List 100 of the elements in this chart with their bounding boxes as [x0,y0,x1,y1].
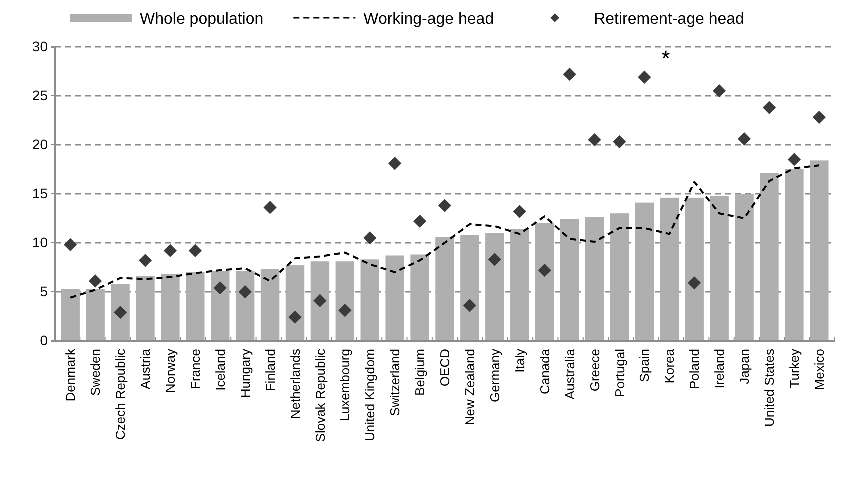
point [788,153,802,166]
x-tick-label: Canada [537,348,552,395]
y-tick-label: 15 [32,185,48,202]
bar [510,229,530,341]
bar [585,218,604,341]
x-tick-label: Slovak Republic [312,348,328,442]
legend-label: Working-age head [364,11,494,28]
x-tick-label: Australia [562,348,578,400]
x-tick-label: Turkey [786,348,802,388]
point [64,238,78,252]
point [238,285,252,299]
bar [336,262,355,341]
x-tick-label: Ireland [712,349,728,389]
point [413,214,427,228]
x-tick-label: United States [762,348,778,428]
bar [286,266,305,341]
bar [161,274,180,341]
point [188,244,202,258]
x-tick-label: Norway [162,348,178,394]
point [463,299,477,312]
legend-label: Whole population [140,11,264,28]
bar [61,289,80,341]
x-tick-label: Greece [587,349,602,392]
bar [436,237,454,341]
point [388,157,402,170]
point [338,304,352,318]
bar [410,254,430,341]
bar [360,260,380,341]
point [364,232,377,245]
x-tick-label: Belgium [412,349,428,396]
point [812,110,826,124]
bar [735,194,754,341]
x-tick-label: Denmark [63,348,78,402]
x-tick-label: France [188,349,203,390]
point [513,205,526,218]
x-tick-label: Spain [637,349,652,382]
bar [635,202,654,341]
bar [386,256,404,341]
line-series [70,164,820,299]
bar [560,219,580,341]
x-tick-label: Italy [512,348,528,373]
x-tick-label: Luxembourg [338,349,353,422]
x-tick-label: Czech Republic [113,348,128,440]
x-tick-label: Korea [662,348,678,384]
bar [310,262,330,341]
bar [111,284,130,341]
x-tick-label: Iceland [212,349,228,391]
bar [660,198,679,341]
point [88,274,102,288]
annotation: * [662,46,671,71]
point [762,101,776,114]
y-tick-label: 0 [40,332,48,348]
x-tick-label: New Zealand [462,349,478,426]
bar [685,198,704,341]
point [288,310,302,324]
x-tick-label: Germany [487,348,502,402]
x-tick-label: Switzerland [388,349,403,416]
x-tick-label: Hungary [238,348,253,398]
bar [486,233,504,341]
bar [710,196,729,341]
x-tick-label: Japan [737,349,752,384]
point [264,201,277,214]
y-tick-label: 20 [32,136,48,152]
bar [610,214,630,341]
point [688,276,702,290]
point [164,244,178,258]
point [138,254,152,268]
point [214,282,227,295]
y-tick-label: 30 [32,38,48,54]
x-tick-label: Finland [262,349,278,392]
point [488,253,502,266]
x-tick-label: Netherlands [288,348,303,420]
y-tick-label: 10 [32,234,48,250]
point [563,68,576,82]
bar [535,223,554,341]
point [314,294,327,308]
bar [260,269,280,341]
x-tick-label: United Kingdom [362,349,378,442]
x-tick-label: Austria [138,348,154,390]
bar [460,235,480,341]
bar [136,276,155,341]
x-tick-label: Mexico [812,349,827,390]
x-tick-label: Sweden [88,349,104,396]
point [588,134,602,147]
bar [785,170,804,341]
bar [810,160,829,341]
y-tick-label: 5 [40,283,48,300]
x-tick-label: Portugal [612,348,628,398]
point [738,132,752,146]
bar [86,289,105,341]
point [538,264,552,278]
bar [236,271,255,341]
bar [186,272,205,341]
point [712,84,726,98]
bar [760,173,779,341]
point [613,135,626,149]
legend-label: Retirement-age head [594,11,744,28]
y-tick-label: 25 [32,87,48,104]
x-tick-label: OECD [438,349,453,387]
point [438,199,452,212]
